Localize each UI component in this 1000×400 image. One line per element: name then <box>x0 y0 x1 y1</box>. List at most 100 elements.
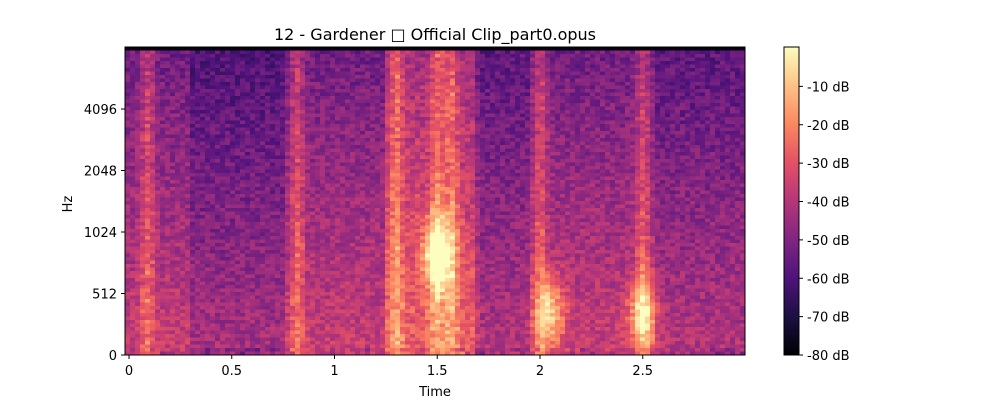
spectrogram-cell <box>145 187 151 191</box>
spectrogram-cell <box>205 117 211 121</box>
spectrogram-cell <box>335 138 341 142</box>
spectrogram-cell <box>395 169 401 174</box>
spectrogram-cell <box>165 166 171 170</box>
spectrogram-cell <box>350 194 356 198</box>
spectrogram-cell <box>375 194 381 198</box>
spectrogram-cell <box>310 316 316 321</box>
spectrogram-cell <box>145 330 151 335</box>
spectrogram-cell <box>255 334 261 338</box>
spectrogram-cell <box>260 162 266 167</box>
spectrogram-cell <box>245 173 251 177</box>
spectrogram-cell <box>350 264 356 268</box>
spectrogram-cell <box>195 253 201 258</box>
spectrogram-cell <box>205 271 211 275</box>
spectrogram-cell <box>395 208 401 212</box>
spectrogram-cell <box>370 197 376 202</box>
spectrogram-cell <box>300 299 306 303</box>
spectrogram-cell <box>320 253 326 258</box>
spectrogram-cell <box>330 246 336 251</box>
spectrogram-cell <box>395 341 401 345</box>
spectrogram-cell <box>380 306 386 310</box>
spectrogram-cell <box>355 180 361 184</box>
spectrogram-cell <box>175 271 181 275</box>
spectrogram-cell <box>185 218 191 223</box>
spectrogram-cell <box>295 103 301 107</box>
spectrogram-cell <box>365 54 371 58</box>
spectrogram-cell <box>240 264 246 268</box>
spectrogram-cell <box>385 285 391 289</box>
spectrogram-cell <box>190 82 196 86</box>
spectrogram-cell <box>225 236 231 240</box>
spectrogram-cell <box>390 302 396 307</box>
spectrogram-cell <box>390 253 396 258</box>
spectrogram-cell <box>200 85 206 90</box>
spectrogram-cell <box>140 113 146 118</box>
spectrogram-cell <box>150 68 156 72</box>
spectrogram-cell <box>285 92 291 97</box>
spectrogram-cell <box>320 274 326 279</box>
spectrogram-cell <box>345 313 351 317</box>
spectrogram-cell <box>170 50 176 55</box>
spectrogram-cell <box>395 337 401 342</box>
spectrogram-cell <box>150 138 156 142</box>
spectrogram-cell <box>285 127 291 132</box>
spectrogram-cell <box>325 330 331 335</box>
spectrogram-cell <box>140 183 146 188</box>
spectrogram-cell <box>380 78 386 83</box>
spectrogram-cell <box>315 120 321 125</box>
spectrogram-cell <box>290 316 296 321</box>
spectrogram-cell <box>315 229 321 233</box>
spectrogram-cell <box>145 173 151 177</box>
spectrogram-cell <box>175 344 181 349</box>
spectrogram-cell <box>365 82 371 86</box>
spectrogram-cell <box>205 243 211 247</box>
spectrogram-cell <box>125 327 131 331</box>
spectrogram-cell <box>395 190 401 195</box>
spectrogram-cell <box>185 327 191 331</box>
spectrogram-cell <box>320 264 326 268</box>
spectrogram-cell <box>130 341 136 345</box>
spectrogram-cell <box>165 103 171 107</box>
spectrogram-cell <box>270 173 276 177</box>
spectrogram-cell <box>235 330 241 335</box>
spectrogram-cell <box>160 141 166 146</box>
spectrogram-cell <box>180 239 186 244</box>
spectrogram-cell <box>340 236 346 240</box>
spectrogram-cell <box>400 246 406 251</box>
spectrogram-cell <box>395 96 401 100</box>
spectrogram-cell <box>190 313 196 317</box>
spectrogram-cell <box>275 260 281 265</box>
spectrogram-cell <box>355 299 361 303</box>
spectrogram-cell <box>330 99 336 104</box>
spectrogram-cell <box>240 113 246 118</box>
spectrogram-cell <box>405 274 411 279</box>
spectrogram-cell <box>165 155 171 160</box>
spectrogram-cell <box>340 344 346 349</box>
spectrogram-cell <box>235 257 241 261</box>
spectrogram-cell <box>205 253 211 258</box>
spectrogram-cell <box>195 246 201 251</box>
spectrogram-cell <box>355 152 361 156</box>
spectrogram-cell <box>195 327 201 331</box>
spectrogram-cell <box>360 257 366 261</box>
spectrogram-cell <box>395 89 401 93</box>
spectrogram-cell <box>315 127 321 132</box>
spectrogram-cell <box>345 201 351 205</box>
spectrogram-cell <box>160 117 166 121</box>
spectrogram-cell <box>265 183 271 188</box>
spectrogram-cell <box>345 145 351 149</box>
spectrogram-cell <box>155 78 161 83</box>
spectrogram-cell <box>210 145 216 149</box>
spectrogram-cell <box>295 113 301 118</box>
spectrogram-cell <box>335 201 341 205</box>
spectrogram-cell <box>290 232 296 237</box>
spectrogram-cell <box>225 327 231 331</box>
spectrogram-cell <box>395 141 401 146</box>
spectrogram-cell <box>320 239 326 244</box>
spectrogram-cell <box>355 225 361 230</box>
spectrogram-cell <box>335 187 341 191</box>
spectrogram-cell <box>295 288 301 293</box>
spectrogram-cell <box>305 250 311 254</box>
spectrogram-cell <box>355 288 361 293</box>
spectrogram-cell <box>150 341 156 345</box>
